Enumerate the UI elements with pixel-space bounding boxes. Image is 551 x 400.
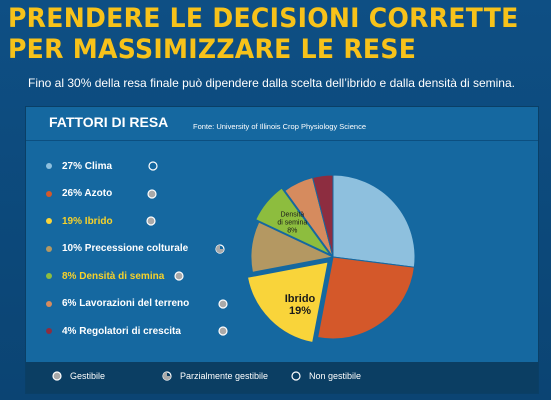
manageable-icon <box>52 371 62 381</box>
legend-swatch <box>46 328 52 334</box>
partially-manageable-icon <box>215 243 225 254</box>
legend-label: 27% Clima <box>62 160 113 172</box>
key-not-manageable-label: Non gestibile <box>309 371 362 381</box>
not-manageable-icon <box>291 371 301 381</box>
legend-swatch <box>46 190 52 197</box>
legend-label: 6% Lavorazioni del terreno <box>62 298 190 309</box>
legend-swatch <box>46 163 52 169</box>
legend-item: 10% Precessione colturale <box>46 242 225 256</box>
legend-label: 4% Regolatori di crescita <box>62 325 181 337</box>
legend-item: 19% Ibrido <box>46 214 156 228</box>
key-not-manageable: Non gestibile <box>291 371 361 381</box>
legend-label: 10% Precessione colturale <box>62 243 189 254</box>
legend-item: 4% Regolatori di crescita <box>46 324 228 338</box>
panel-title: FATTORI DI RESA <box>49 114 169 130</box>
headline-line-2: PER MASSIMIZZARE LE RESE <box>8 34 417 65</box>
source-note: Fonte: University of Illinois Crop Physi… <box>193 122 366 131</box>
manageable-icon <box>146 216 156 226</box>
manageable-icon <box>147 188 157 199</box>
subtitle: Fino al 30% della resa finale può dipend… <box>28 76 515 90</box>
pie-slice-ibrido <box>246 261 329 344</box>
legend-swatch <box>46 273 52 279</box>
legend-swatch <box>46 245 52 252</box>
legend-item: 6% Lavorazioni del terreno <box>46 297 228 311</box>
title-divider <box>26 140 538 141</box>
not-manageable-icon <box>148 161 158 171</box>
key-partial: Parzialmente gestibile <box>162 371 268 381</box>
pie-slice-clima <box>332 174 416 268</box>
key-manageable-label: Gestibile <box>70 371 106 381</box>
management-key: Gestibile Parzialmente gestibile Non ges… <box>26 362 538 393</box>
headline-line-1: PRENDERE LE DECISIONI CORRETTE <box>8 3 519 34</box>
legend-item: 8% Densità di semina <box>46 269 184 283</box>
legend-label: 19% Ibrido <box>62 215 113 227</box>
pie-label-ibrido: Ibrido 19% <box>285 293 316 317</box>
pie-slice-azoto <box>317 256 415 340</box>
headline: PRENDERE LE DECISIONI CORRETTE PER MASSI… <box>8 3 519 65</box>
pie-slice-precessione-colturale <box>250 221 335 273</box>
pie-chart: Ibrido 19% Densità di semina 8% <box>246 174 416 344</box>
legend-item: 26% Azoto <box>46 187 157 201</box>
manageable-icon <box>218 326 228 336</box>
manageable-icon <box>218 298 228 309</box>
legend-item: 27% Clima <box>46 159 158 173</box>
key-manageable: Gestibile <box>52 371 105 381</box>
legend-swatch <box>46 300 52 307</box>
legend-label: 26% Azoto <box>62 188 113 199</box>
pie-slice-regolatori-di-crescita <box>311 174 334 258</box>
legend-swatch <box>46 218 52 224</box>
manageable-icon <box>174 271 184 281</box>
partially-manageable-icon <box>162 371 172 381</box>
pie-slice-densit-di-semina <box>255 187 331 255</box>
key-partial-label: Parzialmente gestibile <box>180 371 269 381</box>
legend-label: 8% Densità di semina <box>62 270 165 282</box>
yield-factors-panel: FATTORI DI RESA Fonte: University of Ill… <box>26 107 538 393</box>
pie-label-densit-di-semina: Densità di semina 8% <box>277 211 307 234</box>
